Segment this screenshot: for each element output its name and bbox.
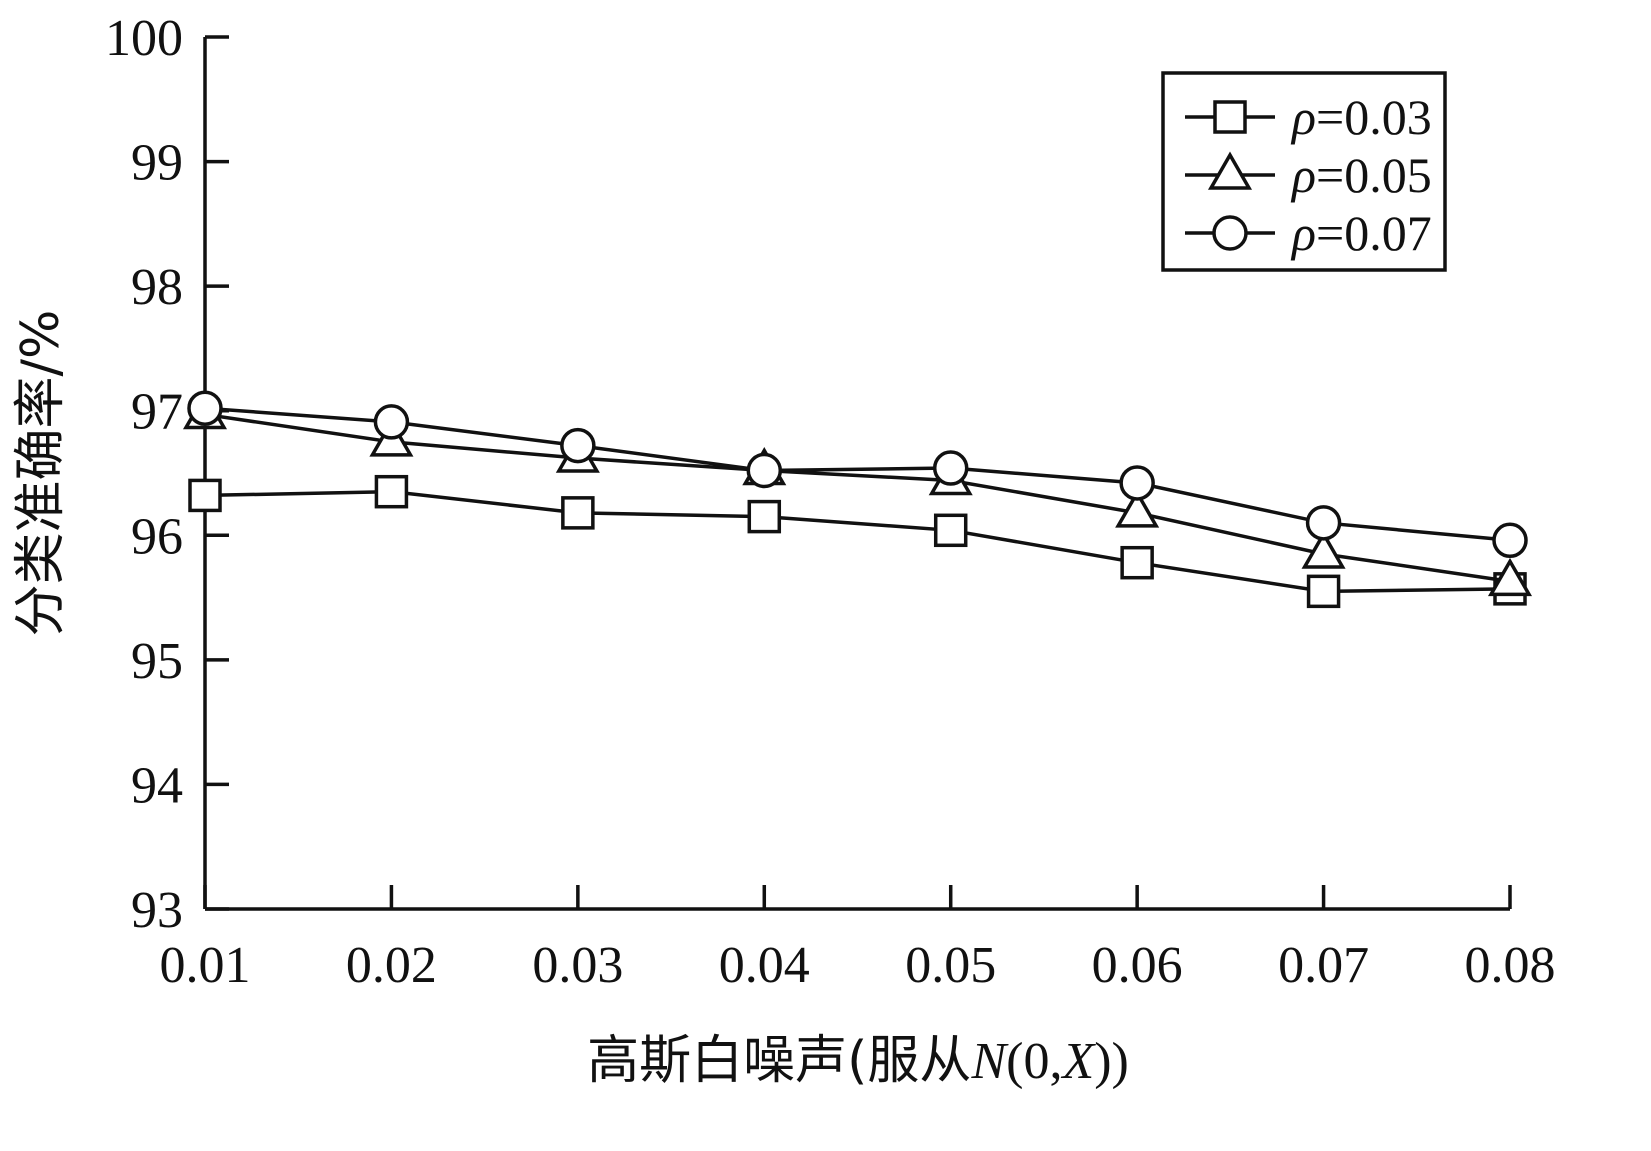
y-ticks: 93 94 95 96 97 98 99 100 <box>105 10 229 939</box>
data-point-square <box>933 513 968 548</box>
x-axis-title-part-5: )) <box>1094 1033 1129 1090</box>
y-tick-label: 100 <box>105 10 183 67</box>
data-point-triangle <box>1115 489 1160 528</box>
y-tick-label: 99 <box>131 135 183 192</box>
data-point-circle <box>373 404 410 440</box>
legend-label-symbol: ρ <box>1290 205 1316 261</box>
data-point-square <box>747 499 782 534</box>
x-axis-title-part-1: 高斯白噪声(服从 <box>587 1031 971 1091</box>
legend-item: ρ=0.03 <box>1185 89 1432 145</box>
legend-label-value: =0.05 <box>1316 147 1432 203</box>
legend-item: ρ=0.05 <box>1185 147 1432 203</box>
x-axis-title: 高斯白噪声(服从N(0,X)) <box>587 1031 1129 1091</box>
data-point-square <box>561 496 595 530</box>
data-point-circle <box>746 452 783 489</box>
legend-box <box>1161 71 1447 272</box>
data-point-circle <box>560 427 596 464</box>
x-axis-title-part-3: (0, <box>1006 1033 1062 1090</box>
y-tick-label: 93 <box>131 882 183 939</box>
x-tick-label: 0.03 <box>532 937 623 994</box>
x-axis-title-var-n: N <box>970 1033 1009 1090</box>
series-layer <box>182 390 1533 609</box>
series-circle <box>187 390 1528 559</box>
y-tick-label: 94 <box>131 757 183 814</box>
legend-label-value: =0.03 <box>1316 89 1432 145</box>
legend-label: ρ=0.05 <box>1290 147 1432 203</box>
legend-marker-circle-icon <box>1212 215 1248 251</box>
data-point-circle <box>932 450 969 486</box>
legend-marker-triangle-icon <box>1207 151 1253 190</box>
x-tick-label: 0.04 <box>719 937 810 994</box>
x-tick-label: 0.08 <box>1465 937 1556 994</box>
series-line-square <box>204 489 1511 594</box>
axes <box>203 37 1510 911</box>
y-axis-title: 分类准确率/% <box>11 310 71 637</box>
series-line-triangle <box>204 412 1511 584</box>
x-tick-label: 0.05 <box>905 937 996 994</box>
x-tick-label: 0.02 <box>346 937 437 994</box>
x-axis-title-var-x: X <box>1060 1033 1096 1090</box>
data-point-circle <box>1119 465 1155 501</box>
legend-item: ρ=0.07 <box>1185 205 1432 261</box>
legend-label-symbol: ρ <box>1290 147 1316 203</box>
data-point-circle <box>1492 522 1528 559</box>
data-point-square <box>1306 574 1341 609</box>
data-point-square <box>1120 545 1154 580</box>
y-tick-label: 96 <box>131 508 183 565</box>
x-ticks: 0.01 0.02 0.03 0.04 0.05 0.06 0.07 0.08 <box>160 885 1556 994</box>
legend: ρ=0.03ρ=0.05ρ=0.07 <box>1161 71 1447 272</box>
y-tick-label: 98 <box>131 259 183 316</box>
legend-label-value: =0.07 <box>1316 205 1432 261</box>
data-point-triangle <box>1301 530 1346 569</box>
legend-marker-square-icon <box>1213 100 1247 134</box>
legend-label-symbol: ρ <box>1290 89 1316 145</box>
data-point-circle <box>1305 505 1342 541</box>
x-tick-label: 0.01 <box>160 937 251 994</box>
x-tick-label: 0.07 <box>1278 937 1369 994</box>
x-tick-label: 0.06 <box>1092 937 1183 994</box>
data-point-square <box>374 474 409 509</box>
data-point-circle <box>187 390 223 426</box>
legend-label: ρ=0.07 <box>1290 205 1432 261</box>
y-tick-label: 95 <box>131 633 183 690</box>
y-tick-label: 97 <box>131 384 183 441</box>
legend-label: ρ=0.03 <box>1290 89 1432 145</box>
data-point-triangle <box>1487 557 1533 597</box>
data-point-square <box>188 478 222 513</box>
series-line-circle <box>204 406 1511 543</box>
